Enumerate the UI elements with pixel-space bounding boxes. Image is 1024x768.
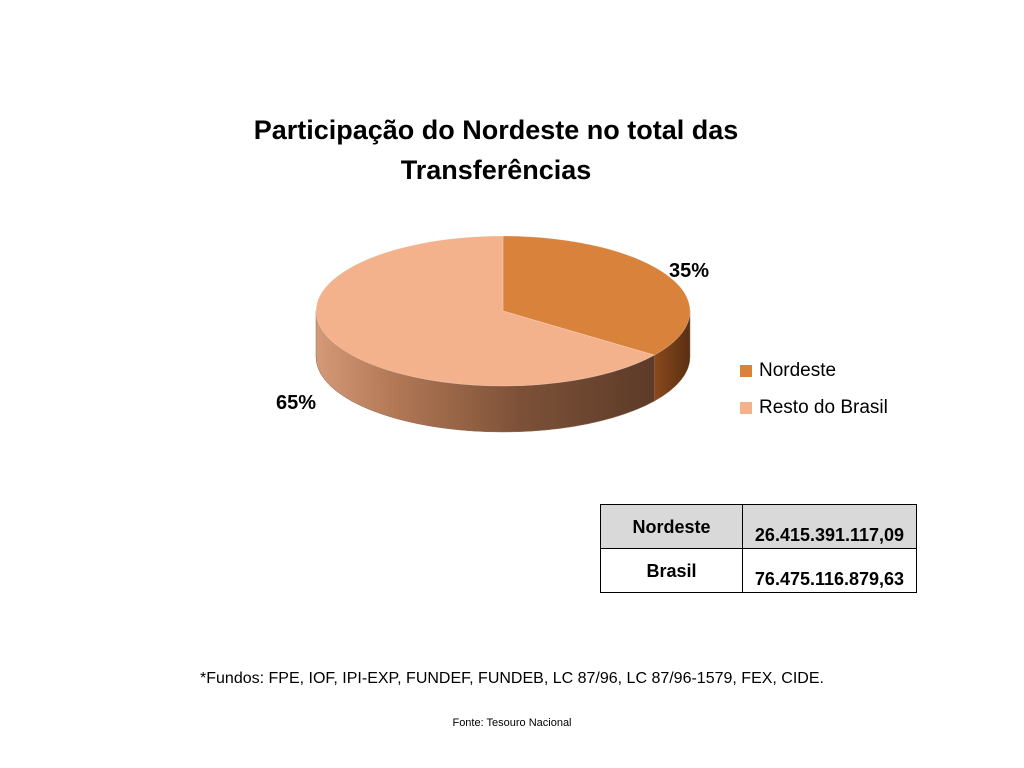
legend-item-resto-do-brasil: Resto do Brasil — [740, 389, 888, 426]
legend-label-nordeste: Nordeste — [759, 360, 837, 381]
pie-tops — [315, 235, 691, 387]
values-table: Nordeste 26.415.391.117,09 Brasil 76.475… — [600, 504, 917, 593]
table-cell-value: 76.475.116.879,63 — [742, 548, 917, 593]
legend-item-nordeste: Nordeste — [740, 352, 888, 389]
chart-legend: Nordeste Resto do Brasil — [740, 352, 888, 426]
table-row-brasil: Brasil 76.475.116.879,63 — [600, 548, 917, 593]
footnote: *Fundos: FPE, IOF, IPI-EXP, FUNDEF, FUND… — [200, 670, 824, 687]
table-cell-value: 26.415.391.117,09 — [742, 504, 917, 549]
table-cell-name: Nordeste — [600, 504, 743, 549]
data-label-resto-do-brasil: 65% — [276, 392, 316, 414]
legend-swatch-resto-do-brasil — [740, 401, 752, 414]
legend-label-resto-do-brasil: Resto do Brasil — [759, 397, 888, 418]
source-note: Fonte: Tesouro Nacional — [452, 717, 572, 729]
legend-swatch-nordeste — [740, 364, 752, 377]
chart-title-line-2: Transferências — [400, 155, 592, 185]
chart-title-line-1: Participação do Nordeste no total das — [253, 115, 739, 145]
chart-title: Participação do Nordeste no total das Tr… — [200, 110, 792, 190]
table-cell-name: Brasil — [600, 548, 743, 593]
table-row-nordeste: Nordeste 26.415.391.117,09 — [600, 504, 917, 549]
pie-slice-nordeste — [502, 235, 691, 356]
pie-slice-resto-do-brasil — [315, 235, 656, 387]
data-label-nordeste: 35% — [669, 260, 709, 282]
